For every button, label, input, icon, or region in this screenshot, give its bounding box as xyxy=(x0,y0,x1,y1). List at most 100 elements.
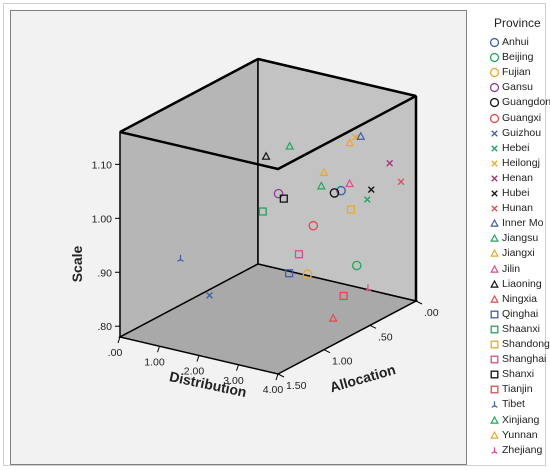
circle-marker xyxy=(489,68,500,78)
data-points xyxy=(177,131,405,322)
legend-marker xyxy=(489,113,500,123)
legend-label: Jilin xyxy=(502,262,521,275)
square-marker xyxy=(490,325,499,334)
legend-marker xyxy=(490,249,499,258)
legend-marker xyxy=(489,98,500,108)
triangle-marker xyxy=(490,294,499,303)
legend-marker xyxy=(491,144,498,152)
legend-label: Zhejiang xyxy=(502,443,543,456)
legend-marker xyxy=(491,190,498,197)
x-marker xyxy=(491,175,498,182)
legend: Province Anhui Beijing Fujian Gansu Guangdon… xyxy=(475,10,550,465)
square-marker xyxy=(490,370,499,379)
square-marker xyxy=(490,310,499,319)
point-gansu xyxy=(273,188,284,199)
legend-marker xyxy=(490,370,499,379)
z-tick-label: 1.10 xyxy=(92,159,113,171)
x-tick xyxy=(275,373,279,381)
legend-label: Qinghai xyxy=(502,307,539,320)
y-tick xyxy=(323,349,331,354)
legend-item: Hunan xyxy=(475,202,550,216)
legend-item: Shaanxi xyxy=(475,323,550,337)
z-tick-label: .80 xyxy=(97,321,112,333)
square-marker xyxy=(490,385,499,394)
legend-item: Henan xyxy=(475,172,550,186)
legend-title: Province xyxy=(494,16,541,30)
legend-label: Inner Mo xyxy=(502,217,544,230)
x-tick xyxy=(196,355,200,362)
legend-marker xyxy=(491,205,498,212)
legend-marker xyxy=(490,264,499,273)
legend-marker xyxy=(491,446,498,454)
legend-label: Fujian xyxy=(502,66,531,79)
x-marker xyxy=(491,129,498,137)
legend-marker xyxy=(489,37,500,48)
top-left-edge xyxy=(119,57,259,134)
legend-label: Xinjiang xyxy=(502,413,540,426)
legend-item: Ningxia xyxy=(475,293,550,307)
legend-label: Tianjin xyxy=(502,383,533,396)
legend-item: Jilin xyxy=(475,263,550,277)
point-jiangsu xyxy=(316,181,326,190)
point-fujian xyxy=(302,269,313,280)
legend-marker xyxy=(489,83,500,93)
legend-marker xyxy=(491,175,498,182)
legend-item: Qinghai xyxy=(475,308,550,322)
point-tibet xyxy=(177,254,184,262)
point-hunan xyxy=(397,178,405,186)
point-henan xyxy=(386,159,394,167)
legend-item: Gansu xyxy=(475,81,550,95)
y-tick-label: 1.00 xyxy=(332,356,353,368)
z-tick-label: 1.00 xyxy=(92,213,113,225)
point-jilin xyxy=(345,178,355,188)
legend-item: Shanghai xyxy=(475,353,550,367)
point-liaoning xyxy=(261,151,271,160)
legend-marker xyxy=(490,415,499,424)
legend-label: Gansu xyxy=(502,81,533,94)
legend-item: Guangdon xyxy=(475,96,550,110)
legend-label: Shanghai xyxy=(502,353,547,366)
legend-marker xyxy=(490,340,499,349)
x-tick-label: 3.00 xyxy=(223,375,244,387)
x-axis-title: Distribution xyxy=(168,368,248,400)
circle-marker xyxy=(489,83,500,93)
legend-label: Guangxi xyxy=(502,111,542,124)
legend-label: Liaoning xyxy=(502,277,542,290)
point-zhejiang xyxy=(364,284,372,292)
legend-item: Tianjin xyxy=(475,383,550,397)
legend-item: Guizhou xyxy=(475,127,550,141)
point-shanxi xyxy=(279,194,288,203)
triangle-marker xyxy=(490,415,499,424)
legend-marker xyxy=(491,129,498,137)
legend-marker xyxy=(491,401,498,409)
y-tick xyxy=(369,324,377,329)
legend-marker xyxy=(490,355,499,364)
triangle-marker xyxy=(490,279,499,288)
legend-marker xyxy=(490,279,499,288)
y-tick-label: .50 xyxy=(378,331,393,343)
legend-label: Shanxi xyxy=(502,368,535,381)
x-tick xyxy=(236,364,239,371)
point-tianjin xyxy=(339,291,348,301)
point-hebei xyxy=(363,196,371,203)
legend-marker xyxy=(490,234,499,243)
z-tick-label: .90 xyxy=(97,267,112,279)
x-tick-label: .00 xyxy=(108,347,123,359)
legend-item: Jiangsu xyxy=(475,232,550,246)
legend-item: Jiangxi xyxy=(475,247,550,261)
circle-marker xyxy=(489,52,500,63)
x-tick-label: 1.00 xyxy=(144,356,165,368)
star-marker xyxy=(491,401,498,409)
legend-marker xyxy=(490,218,499,227)
legend-item: Guangxi xyxy=(475,112,550,126)
point-yunnan xyxy=(319,167,329,177)
legend-label: Hebei xyxy=(502,141,530,154)
legend-label: Shandong xyxy=(502,338,550,350)
legend-item: Beijing xyxy=(475,51,550,65)
triangle-marker xyxy=(490,430,499,439)
back-wall xyxy=(257,58,417,302)
legend-item: Shanxi xyxy=(475,368,550,382)
x-tick-label: 2.00 xyxy=(184,366,205,378)
legend-item: Fujian xyxy=(475,66,550,80)
x-marker xyxy=(491,160,498,167)
